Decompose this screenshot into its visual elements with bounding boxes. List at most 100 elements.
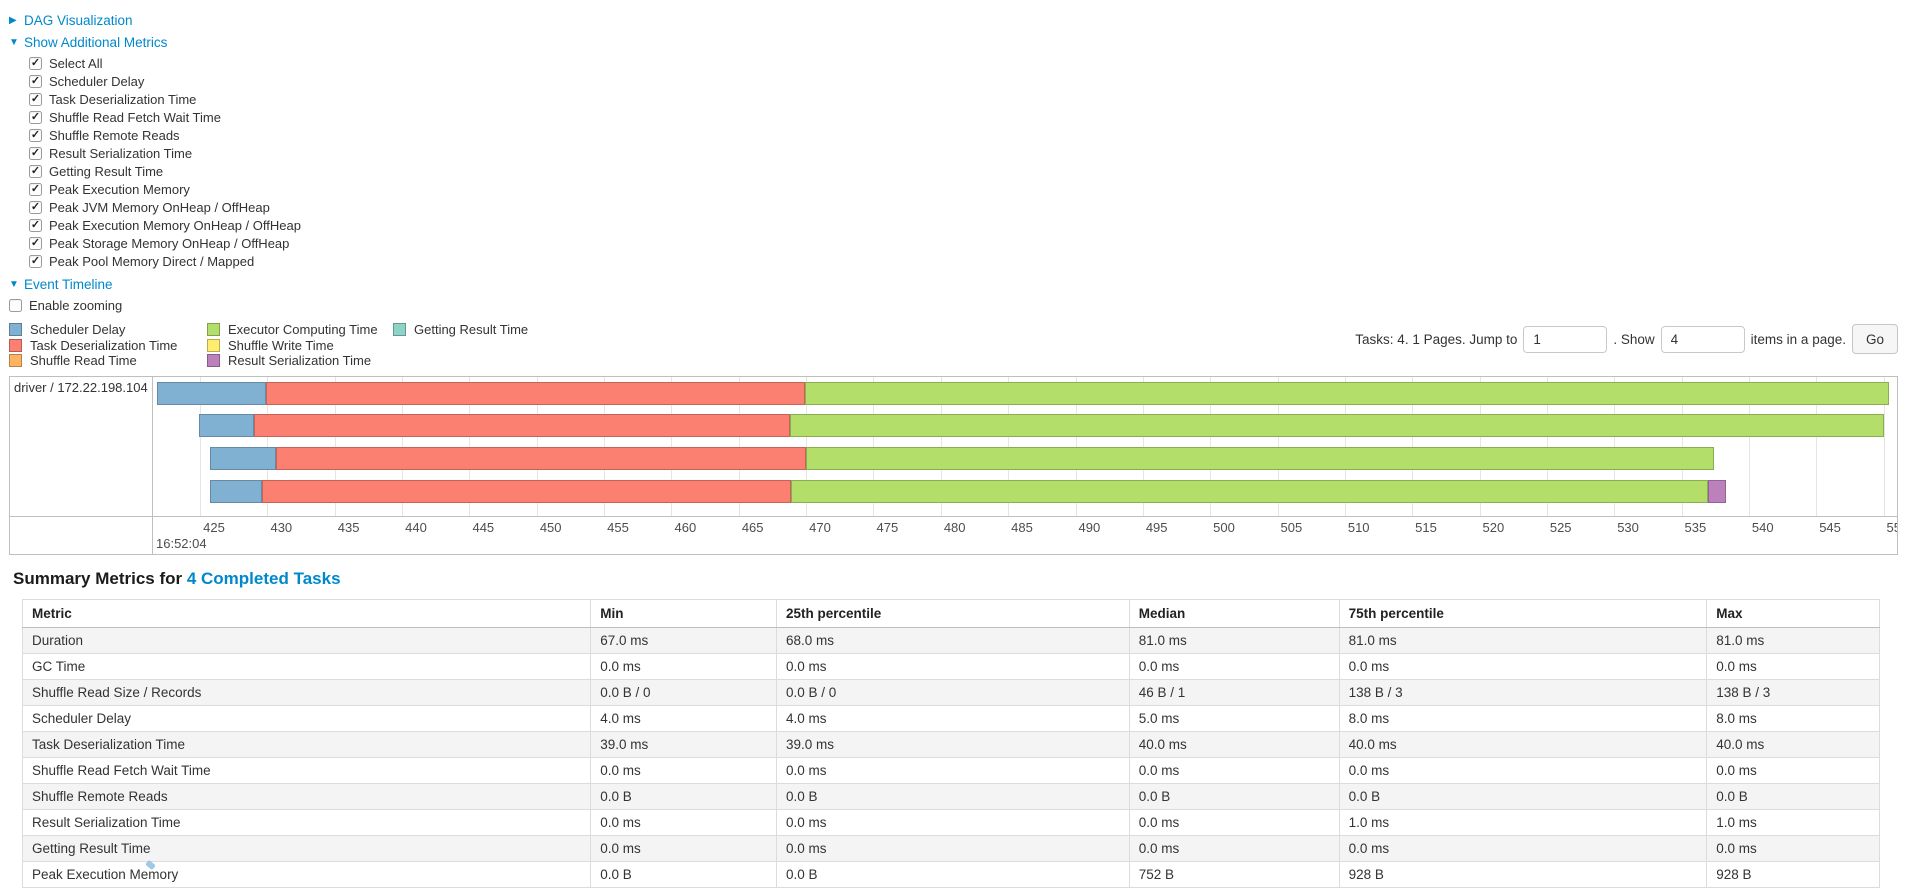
axis-tick-label: 475 — [876, 519, 899, 535]
enable-zooming-row[interactable]: Enable zooming — [9, 296, 1898, 314]
metric-checkbox-label: Peak JVM Memory OnHeap / OffHeap — [49, 199, 270, 215]
checkbox-icon[interactable]: ✓ — [29, 200, 42, 214]
checkbox-icon[interactable]: ✓ — [29, 218, 42, 232]
table-cell: 81.0 ms — [1128, 626, 1340, 654]
table-cell: 1.0 ms — [1706, 808, 1880, 836]
gridline — [267, 376, 269, 516]
show-additional-metrics-toggle[interactable]: ▼ Show Additional Metrics — [9, 33, 1898, 50]
axis-tick-label: 440 — [405, 519, 427, 535]
table-cell: 0.0 ms — [1706, 756, 1880, 784]
table-cell: 39.0 ms — [775, 730, 1130, 758]
metric-checkbox-row[interactable]: ✓ Result Serialization Time — [29, 144, 1898, 162]
table-cell: 0.0 ms — [590, 808, 777, 836]
timeline-bar-scheduler-delay[interactable] — [157, 381, 267, 405]
metric-checkbox-label: Shuffle Remote Reads — [49, 127, 180, 143]
metric-checkbox-row[interactable]: ✓ Task Deserialization Time — [29, 90, 1898, 108]
axis-tick-label: 445 — [472, 519, 495, 535]
table-cell: 81.0 ms — [1338, 626, 1708, 654]
checkbox-icon[interactable]: ✓ — [29, 146, 42, 160]
checkbox-icon[interactable]: ✓ — [29, 182, 42, 196]
metric-checkbox-row[interactable]: ✓ Peak JVM Memory OnHeap / OffHeap — [29, 198, 1898, 216]
items-per-page-input[interactable] — [1660, 325, 1745, 353]
checkbox-icon[interactable]: ✓ — [29, 92, 42, 106]
timeline-plot — [153, 376, 1897, 516]
timeline-bar-executor-computing[interactable] — [789, 414, 1884, 438]
column-header: 25th percentile — [775, 598, 1130, 628]
legend-item: Scheduler Delay — [9, 322, 207, 338]
timeline-bar-scheduler-delay[interactable] — [198, 414, 254, 438]
table-cell: 0.0 ms — [1338, 652, 1708, 680]
gridline — [873, 376, 875, 516]
gridline — [1546, 376, 1548, 516]
gridline — [1681, 376, 1683, 516]
checkbox-icon[interactable]: ✓ — [29, 74, 42, 88]
event-timeline-chart: driver / 172.22.198.104 425 430 435 440 445 4… — [9, 375, 1898, 555]
completed-tasks-link[interactable]: 4 Completed Tasks — [186, 568, 341, 588]
metric-checkbox-row[interactable]: ✓ Scheduler Delay — [29, 72, 1898, 90]
column-header: Median — [1128, 598, 1340, 628]
metric-checkbox-row[interactable]: ✓ Shuffle Read Fetch Wait Time — [29, 108, 1898, 126]
dag-visualization-toggle[interactable]: ▶ DAG Visualization — [9, 11, 1898, 28]
table-row: Shuffle Read Size / Records 0.0 B / 0 0.0 … — [21, 678, 1880, 706]
column-header: 75th percentile — [1338, 598, 1708, 628]
gridline — [738, 376, 740, 516]
metric-checkbox-row[interactable]: ✓ Getting Result Time — [29, 162, 1898, 180]
table-cell: 0.0 B — [775, 782, 1130, 810]
timeline-bar-task-deserialization[interactable] — [266, 381, 805, 405]
timeline-bar-task-deserialization[interactable] — [262, 479, 792, 503]
checkbox-icon[interactable]: ✓ — [29, 128, 42, 142]
axis-tick-label: 500 — [1213, 519, 1235, 535]
axis-tick-label: 485 — [1011, 519, 1033, 535]
go-button[interactable]: Go — [1851, 324, 1898, 354]
checkbox-icon[interactable]: ✓ — [29, 164, 42, 178]
timeline-bar-scheduler-delay[interactable] — [209, 479, 263, 503]
table-cell: 1.0 ms — [1338, 808, 1708, 836]
gridline — [1883, 376, 1885, 516]
table-cell: 138 B / 3 — [1706, 678, 1880, 706]
axis-tick-label: 450 — [539, 519, 562, 535]
enable-zooming-label: Enable zooming — [29, 297, 123, 313]
timeline-bar-executor-computing[interactable] — [804, 381, 1889, 405]
column-header: Min — [590, 598, 777, 628]
table-row: Getting Result Time 0.0 ms 0.0 ms 0.0 ms 0.0… — [21, 834, 1880, 862]
table-cell: 0.0 B / 0 — [590, 678, 777, 706]
checkbox-icon[interactable]: ✓ — [29, 254, 42, 268]
metric-checkbox-row[interactable]: ✓ Peak Execution Memory OnHeap / OffHeap — [29, 216, 1898, 234]
table-cell: 40.0 ms — [1338, 730, 1708, 758]
metric-checkbox-row[interactable]: ✓ Peak Storage Memory OnHeap / OffHeap — [29, 234, 1898, 252]
gridline — [200, 376, 202, 516]
legend-label: Shuffle Read Time — [30, 353, 137, 369]
table-cell: 0.0 ms — [775, 834, 1130, 862]
timeline-bar-task-deserialization[interactable] — [275, 446, 807, 470]
gridline — [1277, 376, 1279, 516]
metric-checkbox-row[interactable]: ✓ Shuffle Remote Reads — [29, 126, 1898, 144]
metric-checkbox-row[interactable]: ✓ Select All — [29, 54, 1898, 72]
metric-checkbox-row[interactable]: ✓ Peak Pool Memory Direct / Mapped — [29, 252, 1898, 270]
table-cell: 0.0 ms — [1338, 756, 1708, 784]
axis-tick-label: 465 — [741, 519, 764, 535]
timeline-bar-result-serialization[interactable] — [1708, 479, 1726, 503]
gridline — [1412, 376, 1414, 516]
enable-zooming-checkbox[interactable] — [9, 298, 22, 312]
table-cell: 0.0 B — [1128, 782, 1340, 810]
axis-tick-label: 430 — [270, 519, 293, 535]
checkbox-icon[interactable]: ✓ — [29, 110, 42, 124]
checkbox-icon[interactable]: ✓ — [29, 236, 42, 250]
table-row: Result Serialization Time 0.0 ms 0.0 ms 0.0… — [21, 808, 1880, 836]
timeline-bar-executor-computing[interactable] — [791, 479, 1709, 503]
axis-tick-label: 480 — [943, 519, 966, 535]
table-cell: 0.0 ms — [1338, 834, 1708, 862]
table-row: Shuffle Read Fetch Wait Time 0.0 ms 0.0 ms… — [21, 756, 1880, 784]
jump-to-page-input[interactable] — [1523, 325, 1608, 353]
timeline-bar-executor-computing[interactable] — [806, 446, 1714, 470]
metric-checkbox-label: Scheduler Delay — [49, 73, 145, 89]
axis-tick-label: 525 — [1549, 519, 1572, 535]
event-timeline-toggle[interactable]: ▼ Event Timeline — [9, 275, 1898, 292]
table-cell: 0.0 B — [1706, 782, 1880, 810]
table-cell: Shuffle Remote Reads — [21, 782, 592, 810]
metric-checkbox-row[interactable]: ✓ Peak Execution Memory — [29, 180, 1898, 198]
metric-checkbox-label: Result Serialization Time — [49, 145, 193, 161]
timeline-bar-scheduler-delay[interactable] — [209, 446, 276, 470]
checkbox-icon[interactable]: ✓ — [29, 56, 42, 70]
timeline-bar-task-deserialization[interactable] — [254, 414, 790, 438]
